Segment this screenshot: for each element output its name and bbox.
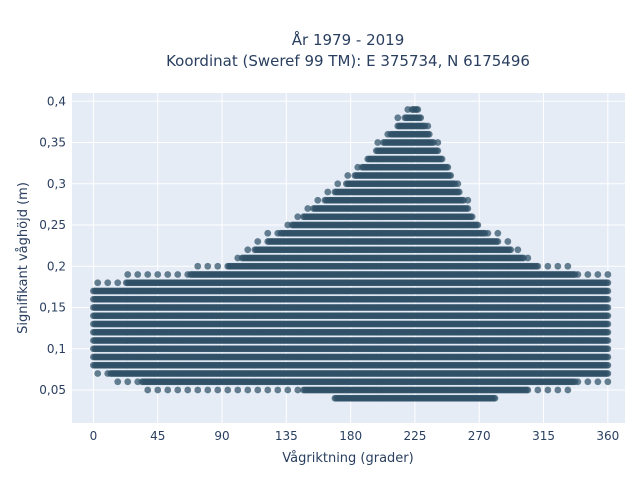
- data-point: [134, 271, 141, 278]
- data-point: [164, 387, 171, 394]
- data-point: [94, 279, 101, 286]
- data-point: [174, 271, 181, 278]
- data-point: [314, 197, 321, 204]
- data-point: [414, 106, 421, 113]
- data-point: [264, 230, 271, 237]
- data-point: [324, 189, 331, 196]
- data-point: [204, 263, 211, 270]
- data-point: [264, 387, 271, 394]
- data-point: [244, 246, 251, 253]
- data-point: [244, 387, 251, 394]
- data-point: [426, 131, 433, 138]
- data-point: [144, 271, 151, 278]
- data-point: [124, 378, 131, 385]
- data-point: [154, 271, 161, 278]
- data-point: [114, 378, 121, 385]
- data-point: [254, 238, 261, 245]
- data-point: [284, 387, 291, 394]
- data-point: [194, 263, 201, 270]
- data-point: [434, 139, 441, 146]
- data-point: [434, 147, 441, 154]
- data-point: [184, 387, 191, 394]
- data-point: [124, 271, 131, 278]
- data-point: [394, 114, 401, 121]
- data-point: [417, 114, 424, 121]
- data-point: [254, 387, 261, 394]
- data-point: [424, 123, 431, 130]
- chart-title-line1: År 1979 - 2019: [292, 30, 405, 49]
- data-point: [224, 387, 231, 394]
- data-point: [164, 271, 171, 278]
- data-point: [274, 387, 281, 394]
- data-point: [204, 387, 211, 394]
- data-point: [154, 387, 161, 394]
- data-point: [114, 279, 121, 286]
- data-point: [214, 263, 221, 270]
- data-point: [334, 180, 341, 187]
- data-point: [104, 279, 111, 286]
- data-point: [344, 172, 351, 179]
- data-point: [174, 387, 181, 394]
- chart-title-line2: Koordinat (Sweref 99 TM): E 375734, N 61…: [166, 52, 530, 70]
- data-point: [234, 387, 241, 394]
- data-point: [194, 387, 201, 394]
- data-point: [94, 370, 101, 377]
- data-point: [144, 387, 151, 394]
- data-point: [214, 387, 221, 394]
